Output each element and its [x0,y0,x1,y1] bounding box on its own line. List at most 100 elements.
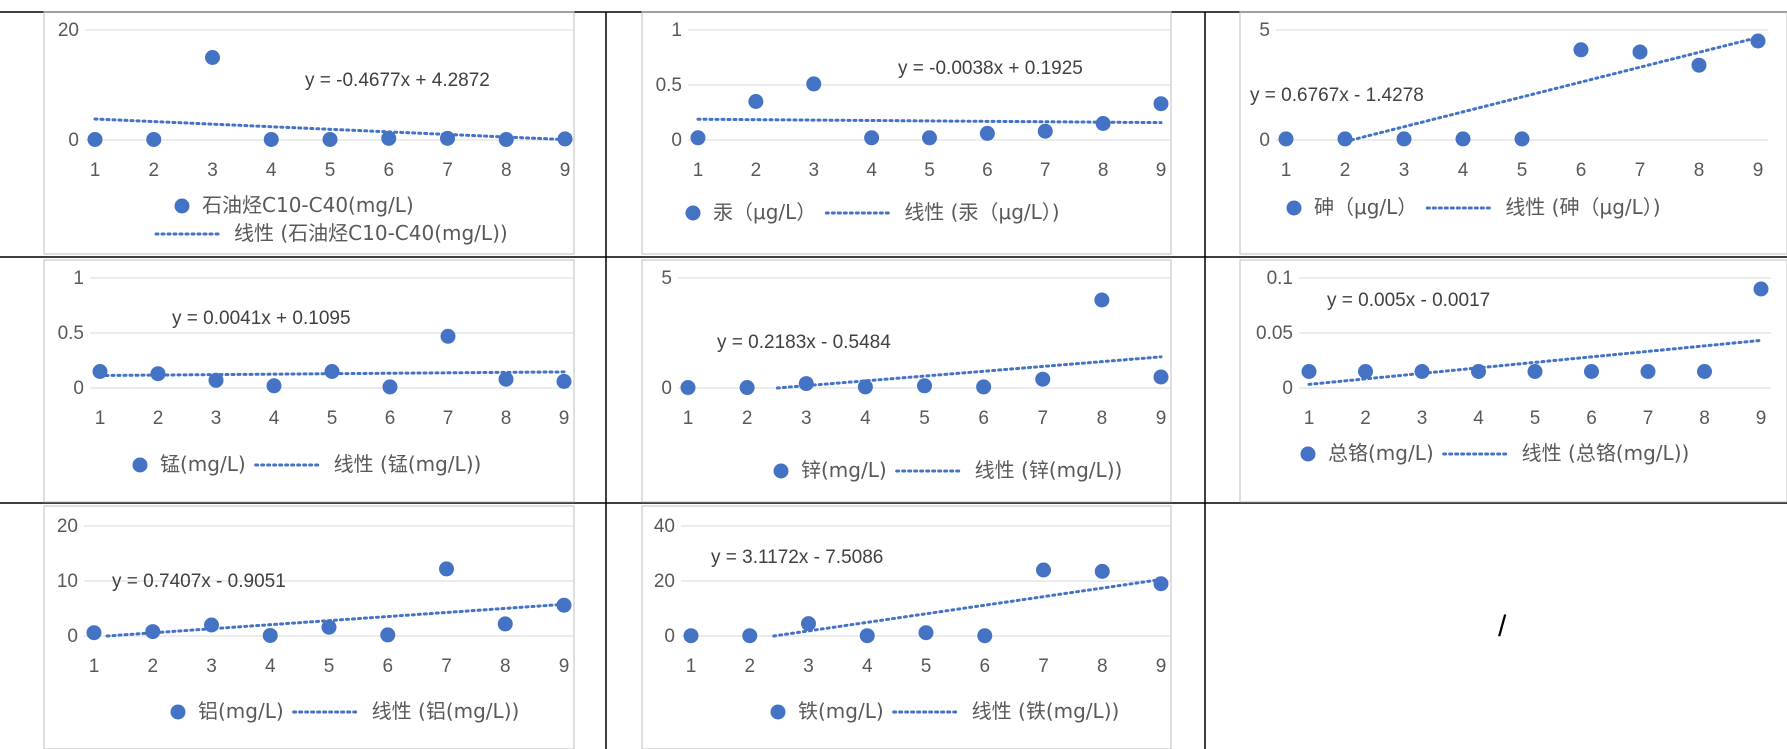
x-tick-label: 5 [324,656,335,677]
legend-series-label: 汞（μg/L） [713,200,816,224]
legend-trend-label: 线性 (砷（μg/L）) [1505,195,1660,219]
data-point [266,378,282,394]
trend-equation: y = -0.4677x + 4.2872 [305,70,490,91]
scatter-chart: 0 10 20 1 2 3 4 5 6 7 8 9 y = 0.7407x - 0.9051 铝(mg/L… [43,505,575,749]
trendline [98,370,566,378]
legend-marker [685,205,701,221]
legend-trend-label: 线性 (总铬(mg/L)) [1522,441,1690,465]
y-tick-label: 40 [654,516,675,537]
legend-series-label: 铝(mg/L) [198,699,284,723]
chart-frame [43,259,575,503]
x-tick-label: 2 [153,408,164,429]
trend-equation: y = -0.0038x + 0.1925 [898,58,1083,79]
x-tick-label: 2 [147,656,158,677]
data-point [1278,131,1294,147]
x-tick-label: 6 [978,408,989,429]
x-tick-label: 5 [1517,160,1528,181]
x-tick-label: 5 [327,408,338,429]
legend-series-label: 总铬(mg/L) [1328,441,1434,465]
data-point [979,125,995,141]
data-point [1573,42,1589,58]
y-tick-label: 20 [57,516,78,537]
data-point [557,131,573,147]
chart-frame [43,505,575,749]
y-tick-label: 20 [58,20,79,41]
data-point [857,379,873,395]
x-tick-label: 5 [325,160,336,181]
legend-series-label: 石油烃C10-C40(mg/L) [202,193,414,217]
x-tick-label: 7 [441,656,452,677]
legend-trend-label: 线性 (铝(mg/L)) [372,699,520,723]
data-point [1094,563,1110,579]
scatter-chart: 0 20 40 1 2 3 4 5 6 7 8 9 y = 3.1172x - 7.5086 铁(mg/L… [641,505,1172,749]
data-point [1153,576,1169,592]
x-tick-label: 7 [1037,408,1048,429]
x-tick-label: 2 [751,160,762,181]
x-tick-label: 6 [979,656,990,677]
data-point [739,380,755,396]
data-point [1640,364,1656,379]
data-point [1094,292,1110,308]
legend-marker [1286,200,1302,216]
legend-series-label: 砷（μg/L） [1314,195,1417,219]
legend-trend-label: 线性 (铁(mg/L)) [972,699,1120,723]
y-tick-label: 0.5 [656,75,682,96]
legend-marker [132,457,148,473]
x-tick-label: 9 [1156,408,1167,429]
trendline [772,577,1163,638]
x-tick-label: 4 [866,160,877,181]
data-point [1301,364,1317,379]
x-tick-label: 2 [1360,408,1371,429]
data-point [917,378,932,394]
data-point [1414,364,1430,379]
scatter-chart: 0 0.5 1 1 2 3 4 5 6 7 8 9 y = 0.0041x + 0.1095 锰(mg/L… [43,259,575,503]
x-tick-label: 4 [860,408,871,429]
chart-frame [1239,11,1787,255]
legend-series-label: 锌(mg/L) [801,458,887,482]
data-point [145,624,161,640]
x-tick-label: 1 [89,656,100,677]
x-tick-label: 7 [1635,160,1646,181]
x-tick-label: 3 [211,408,222,429]
y-tick-label: 5 [661,268,672,289]
legend-marker [174,198,190,214]
data-point [798,376,814,392]
data-point [922,130,937,146]
data-point [1036,562,1051,578]
x-tick-label: 4 [1473,408,1484,429]
x-tick-label: 9 [560,160,571,181]
data-point [864,130,880,146]
data-point [1035,371,1051,387]
x-tick-label: 8 [1097,656,1108,677]
x-tick-label: 7 [443,408,454,429]
x-tick-label: 2 [148,160,159,181]
data-point [742,628,758,644]
x-tick-label: 7 [1038,656,1049,677]
data-point [1697,364,1712,379]
data-point [801,616,816,632]
data-point [208,372,224,388]
x-tick-label: 3 [1417,408,1428,429]
chart-frame [641,505,1172,749]
y-tick-label: 0.1 [1267,268,1293,289]
data-point [1514,131,1530,147]
data-point [1750,33,1766,49]
y-tick-label: 5 [1259,20,1270,41]
y-tick-label: 20 [654,571,675,592]
data-point [440,328,456,344]
data-point [87,131,103,147]
x-tick-label: 9 [1753,160,1764,181]
trendline [696,117,1163,125]
trend-equation: y = 0.6767x - 1.4278 [1250,85,1424,106]
x-tick-label: 1 [1281,160,1292,181]
chart-frame [641,259,1172,503]
y-tick-label: 0 [661,378,672,399]
data-point [497,616,513,632]
x-tick-label: 7 [1643,408,1654,429]
y-tick-label: 0 [67,626,78,647]
data-point [321,619,337,635]
empty-cell-mark: / [1498,610,1507,643]
data-point [748,94,764,109]
data-point [263,131,279,147]
chart-frame [43,11,575,255]
